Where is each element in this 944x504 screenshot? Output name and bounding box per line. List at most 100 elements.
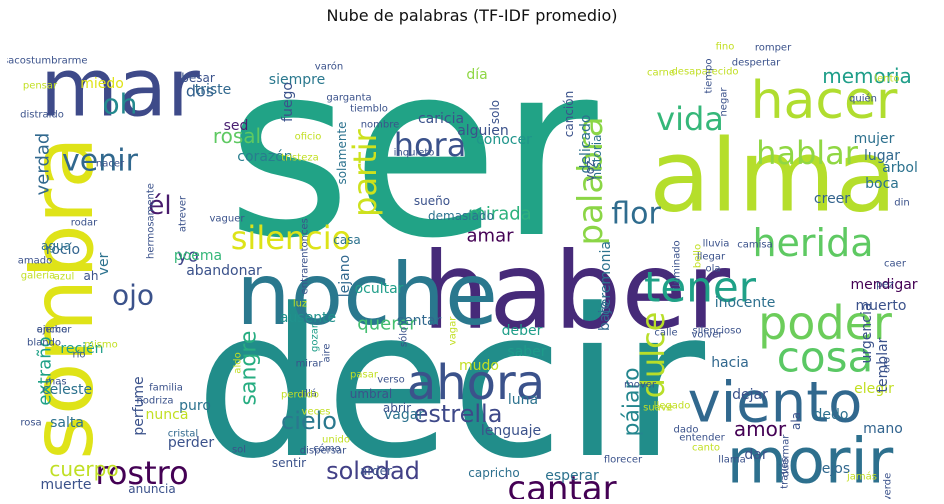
word-pez: pez [876,280,894,291]
word-corazon: corazón [237,149,292,165]
word-lenguaje: lenguaje [481,423,541,439]
word-palabra: palabra [571,116,611,245]
word-cancion: canción [562,91,576,137]
word-tristeza: tristeza [281,153,318,164]
word-arbol: árbol [882,160,918,176]
word-entrar: entrar [300,263,311,295]
word-ancho: ancho [37,325,67,336]
word-miedo: miedo [80,76,124,92]
word-rosa: rosa [20,418,41,429]
word-arder: arder [360,464,392,478]
word-hermosamente: hermosamente [146,183,157,259]
word-ver: ver [96,252,112,275]
word-ausente: ausente [280,310,336,326]
word-lugar: lugar [864,148,900,164]
word-tiemblo: tiemblo [350,104,388,115]
word-ahora: ahora [407,355,545,411]
word-vagar: vagar [384,407,424,423]
word-mirada: mirada [468,204,531,225]
word-carne: carne [647,68,675,79]
word-jamas: jamás [846,471,877,483]
word-perfume: perfume [131,376,147,435]
word-besar: besar [181,71,215,85]
word-muerte: muerte [41,477,92,493]
word-partir: partir [346,128,384,217]
word-haber: haber [422,230,731,353]
word-lento: lento [874,74,899,85]
word-azul: azul [54,272,75,283]
word-despertar: despertar [732,58,781,69]
word-tiempo: tiempo [704,58,715,93]
word-dulce: dulce [634,312,672,399]
word-elegir: elegir [854,381,894,397]
word-din: din [894,198,909,209]
word-poema: poema [174,248,222,264]
word-distraido: distraído [20,109,64,121]
word-solo: solo [488,100,502,124]
word-sol: sol [232,445,246,456]
word-puro: puro [179,398,211,414]
word-silencioso: silencioso [693,326,742,337]
word-oficio: oficio [295,132,322,143]
word-romper: romper [755,43,792,54]
word-volver: volver [692,330,724,341]
word-como: cómo [313,443,340,455]
word-amar: amar [467,226,515,247]
word-luz: luz [293,299,307,310]
word-solamente: solamente [335,121,349,184]
word-pasar: pasar [350,370,379,381]
word-desacostumbrarme: desacostumbrarme [7,56,88,67]
word-suave: suave [643,403,673,414]
word-saber: saber [507,344,546,360]
word-inquieto: inquieto [394,148,435,159]
word-verdad: verdad [33,133,54,196]
word-ser: ser [226,33,598,291]
word-anuncia: anuncia [128,482,175,496]
word-lejos: lejos [818,461,850,477]
word-decir: decir [195,266,706,499]
word-conocer: conocer [476,132,532,148]
word-solo: sólo [398,327,410,347]
word-alguien: alguien [457,123,509,139]
word-perder: perder [168,435,215,451]
word-dia: día [466,67,487,83]
word-temblar: temblar [875,337,891,392]
word-pensar: pensar [23,81,58,92]
word-mujer: mujer [854,131,895,147]
word-nacer: nacer [96,159,125,170]
word-llegado: llegado [654,401,691,412]
word-flor: flor [611,197,661,232]
word-vaguer: vaguer [210,214,246,225]
word-garganta: garganta [326,93,371,104]
word-sed: sed [224,118,249,134]
word-hacer: hacer [751,71,898,131]
word-voz: voz [583,161,597,182]
word-verso: verso [377,375,405,386]
word-delicado: delicado [578,114,594,173]
word-gozar: gozar [310,323,321,352]
word-historia: historia [590,135,604,180]
word-mendigar: mendigar [850,277,917,293]
word-vagar: vagar [448,316,459,346]
word-venir: venir [62,144,139,179]
word-caricia: caricia [418,111,464,127]
word-rio: río [72,349,85,361]
word-amor: amor [734,417,787,441]
word-lluvia: lluvia [703,239,730,250]
word-dado: dado [674,425,699,436]
word-perdido: perdido [281,390,319,401]
word-hora: hora [394,126,467,164]
word-umbral: umbral [350,387,393,401]
word-pajaro: pájaro [620,367,645,436]
word-negar: negar [719,87,730,117]
word-mover: mover [624,380,657,391]
word-creer: creer [814,191,850,207]
word-fino: fino [716,42,735,53]
word-tener: tener [644,263,757,312]
word-extrano: extraño [35,336,56,405]
word-viento: viento [688,371,863,436]
word-nombre: nombre [361,120,400,131]
word-ola: ola [705,264,720,275]
word-aire: aire [322,344,333,363]
word-mano: mano [863,421,903,437]
